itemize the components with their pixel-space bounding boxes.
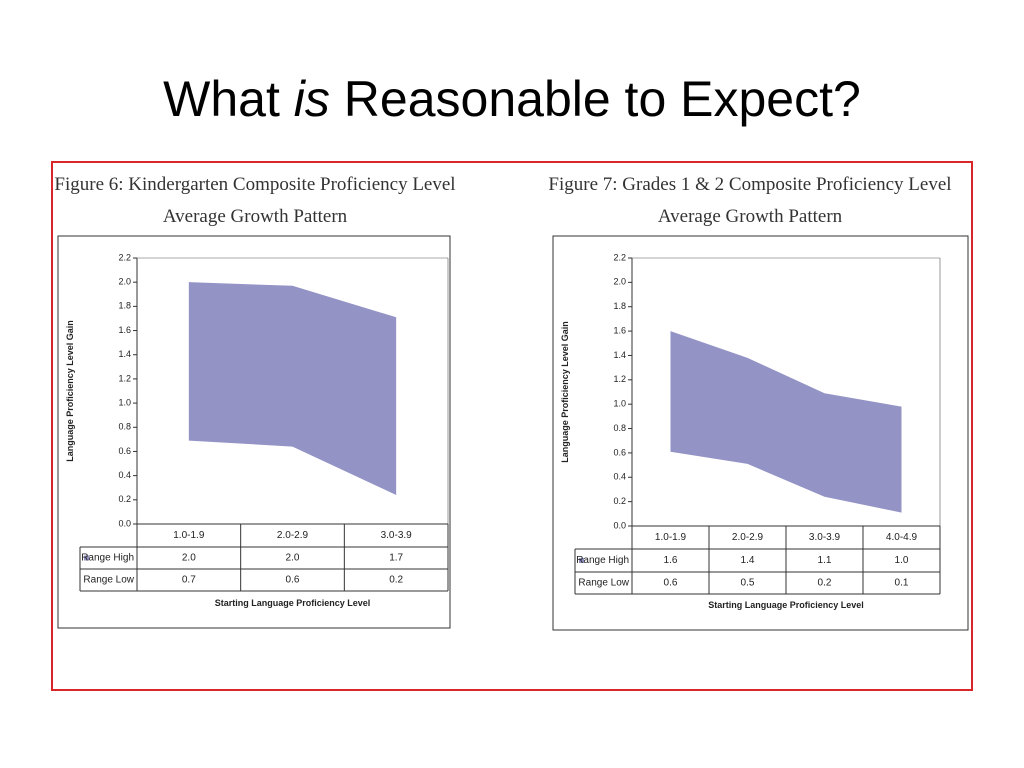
- y-tick-label: 0.0: [118, 518, 131, 528]
- data-label: 1.1: [818, 555, 832, 566]
- range-band: [670, 331, 902, 513]
- y-tick-label: 1.4: [613, 350, 626, 360]
- y-tick-label: 0.6: [118, 446, 131, 456]
- x-tick-label: 2.0-2.9: [277, 530, 309, 541]
- legend-label: Range Low: [578, 578, 629, 589]
- y-tick-label: 0.8: [118, 422, 131, 432]
- y-tick-label: 1.2: [613, 374, 626, 384]
- title-part: What: [163, 71, 280, 127]
- x-tick-label: 2.0-2.9: [732, 532, 764, 543]
- y-tick-label: 0.2: [613, 496, 626, 506]
- chart-subtitle: Average Growth Pattern: [658, 206, 843, 227]
- data-label: 1.4: [741, 555, 755, 566]
- x-axis-label: Starting Language Proficiency Level: [215, 598, 371, 608]
- data-label: 1.7: [389, 553, 403, 564]
- x-tick-label: 4.0-4.9: [886, 532, 918, 543]
- y-tick-label: 2.2: [613, 252, 626, 262]
- data-label: 2.0: [182, 553, 196, 564]
- data-label: 1.0: [895, 555, 909, 566]
- x-tick-label: 3.0-3.9: [381, 530, 413, 541]
- y-tick-label: 2.0: [118, 277, 131, 287]
- y-tick-label: 1.8: [613, 301, 626, 311]
- legend-swatch: [579, 558, 584, 563]
- legend-label: Range High: [81, 553, 134, 564]
- y-tick-label: 0.8: [613, 423, 626, 433]
- y-tick-label: 1.0: [118, 397, 131, 407]
- y-tick-label: 1.4: [118, 349, 131, 359]
- y-tick-label: 1.6: [613, 325, 626, 335]
- data-label: 0.1: [895, 578, 909, 589]
- data-label: 1.6: [664, 555, 678, 566]
- range-band: [188, 282, 397, 495]
- data-label: 0.6: [664, 578, 678, 589]
- chart-title: Figure 6: Kindergarten Composite Profici…: [54, 174, 455, 195]
- y-tick-label: 0.4: [613, 472, 626, 482]
- y-axis-label: Language Proficiency Level Gain: [65, 320, 75, 462]
- y-tick-label: 0.0: [613, 520, 626, 530]
- data-label: 0.6: [286, 575, 300, 586]
- chart-frame: [552, 235, 969, 631]
- data-label: 0.7: [182, 575, 196, 586]
- y-tick-label: 0.4: [118, 470, 131, 480]
- legend-label: Range High: [576, 555, 629, 566]
- data-label: 0.2: [818, 578, 832, 589]
- x-tick-label: 1.0-1.9: [655, 532, 687, 543]
- title-part: Reasonable to Expect?: [344, 71, 861, 127]
- x-tick-label: 1.0-1.9: [173, 530, 205, 541]
- legend-label: Range Low: [83, 575, 134, 586]
- title-emphasis: is: [294, 71, 330, 127]
- x-tick-label: 3.0-3.9: [809, 532, 841, 543]
- y-tick-label: 1.0: [613, 399, 626, 409]
- chart-subtitle: Average Growth Pattern: [163, 206, 348, 227]
- figure-frame: [51, 161, 973, 691]
- y-tick-label: 2.0: [613, 277, 626, 287]
- chart-title: Figure 7: Grades 1 & 2 Composite Profici…: [548, 174, 951, 195]
- data-label: 0.5: [741, 578, 755, 589]
- chart-frame: [57, 235, 451, 629]
- data-label: 0.2: [389, 575, 403, 586]
- slide-title: What is Reasonable to Expect?: [163, 71, 861, 127]
- y-tick-label: 2.2: [118, 252, 131, 262]
- y-tick-label: 1.8: [118, 301, 131, 311]
- y-tick-label: 0.6: [613, 447, 626, 457]
- data-label: 2.0: [286, 553, 300, 564]
- y-tick-label: 1.2: [118, 373, 131, 383]
- legend-swatch: [84, 555, 89, 561]
- y-axis-label: Language Proficiency Level Gain: [560, 321, 570, 463]
- y-tick-label: 1.6: [118, 325, 131, 335]
- y-tick-label: 0.2: [118, 494, 131, 504]
- x-axis-label: Starting Language Proficiency Level: [708, 600, 864, 610]
